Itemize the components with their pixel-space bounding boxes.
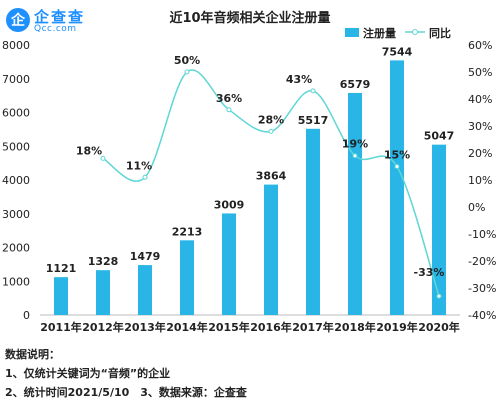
legend-label-line: 同比 (429, 26, 451, 40)
data-notes: 数据说明： 1、仅统计关键词为“音频”的企业 2、统计时间2021/5/10 3… (5, 345, 247, 402)
yoy-value-label: 28% (258, 113, 284, 126)
y-tick-label: 2000 (2, 242, 30, 255)
y2-tick-label: 30% (468, 120, 492, 133)
yoy-point (142, 174, 148, 180)
chart-svg: 0 1000 2000 3000 4000 5000 6000 7000 8000 -40% -30… (2, 26, 496, 334)
y2-tick-label: -10% (468, 228, 496, 241)
y-tick-label: 4000 (2, 174, 30, 187)
x-tick-label: 2018年 (334, 320, 376, 334)
x-tick-label: 2020年 (418, 320, 460, 334)
y-tick-label: 3000 (2, 208, 30, 221)
x-tick-label: 2011年 (40, 320, 82, 334)
bar-value-label: 1121 (46, 262, 77, 275)
bar-value-label: 3009 (214, 198, 245, 211)
y2-tick-label: -40% (468, 309, 496, 322)
yoy-value-label: 11% (126, 159, 152, 172)
bar-value-label: 5047 (424, 130, 455, 143)
bar (54, 277, 68, 315)
x-tick-label: 2015年 (208, 320, 250, 334)
x-tick-label: 2014年 (166, 320, 208, 334)
bar (432, 144, 446, 315)
notes-line-2: 2、统计时间2021/5/10 3、数据来源：企查查 (5, 386, 247, 399)
y2-tick-label: 20% (468, 147, 492, 160)
legend-label-bar: 注册量 (363, 26, 396, 40)
bar (222, 213, 236, 315)
yoy-value-label: 18% (76, 144, 102, 157)
y2-tick-label: -30% (468, 282, 496, 295)
x-tick-label: 2013年 (124, 320, 166, 334)
y2-tick-label: -20% (468, 255, 496, 268)
legend-swatch-point (412, 29, 418, 35)
y-tick-label: 1000 (2, 275, 30, 288)
bar (306, 128, 320, 315)
y-tick-label: 0 (23, 309, 30, 322)
notes-line-1: 1、仅统计关键词为“音频”的企业 (5, 367, 171, 380)
x-tick-label: 2017年 (292, 320, 334, 334)
x-tick-label: 2016年 (250, 320, 292, 334)
bar-value-label: 7544 (382, 45, 413, 58)
yoy-line (102, 69, 440, 297)
legend-swatch-bar (345, 28, 359, 37)
x-tick-label: 2019年 (376, 320, 418, 334)
bar (96, 270, 110, 315)
brand-logo: 企 企查查 Qcc.com (6, 6, 106, 38)
bar-value-label: 5517 (298, 114, 329, 127)
yoy-point (394, 164, 400, 169)
yoy-point (310, 88, 316, 94)
y2-tick-label: 0% (468, 201, 485, 214)
yoy-value-label: 19% (342, 138, 368, 151)
bar-value-label: 1479 (130, 250, 161, 263)
y-tick-label: 5000 (2, 140, 30, 153)
chart-title: 近10年音频相关企业注册量 (169, 11, 331, 26)
y2-tick-label: 60% (468, 39, 492, 52)
bar (348, 92, 362, 316)
y-tick-label: 7000 (2, 73, 30, 86)
bar-value-label: 1328 (88, 255, 119, 268)
yoy-value-label: 43% (286, 73, 312, 86)
yoy-point (268, 128, 274, 134)
yoy-point (100, 155, 106, 161)
yoy-value-label: 15% (384, 149, 410, 162)
yoy-point (226, 107, 232, 113)
y2-tick-label: 50% (468, 66, 492, 79)
y2-tick-label: 10% (468, 174, 492, 187)
yoy-value-label: 36% (216, 92, 242, 105)
yoy-point (184, 69, 190, 75)
notes-heading: 数据说明： (5, 348, 60, 361)
bar (180, 240, 194, 315)
bar-value-label: 3864 (256, 170, 287, 183)
logo-name: 企查查 (34, 8, 86, 26)
bar-value-label: 2213 (172, 225, 203, 238)
bar (138, 265, 152, 315)
yoy-value-label: -33% (414, 266, 445, 279)
y2-tick-label: 40% (468, 93, 492, 106)
logo-icon: 企 (6, 8, 30, 32)
logo-domain: Qcc.com (34, 24, 77, 34)
bar (264, 184, 278, 315)
yoy-point (352, 153, 358, 159)
bar-value-label: 6579 (340, 78, 371, 91)
bar (390, 60, 404, 315)
y-tick-label: 6000 (2, 107, 30, 120)
yoy-point (436, 293, 442, 299)
yoy-value-label: 50% (174, 54, 200, 67)
x-tick-label: 2012年 (82, 320, 124, 334)
y-tick-label: 8000 (2, 39, 30, 52)
